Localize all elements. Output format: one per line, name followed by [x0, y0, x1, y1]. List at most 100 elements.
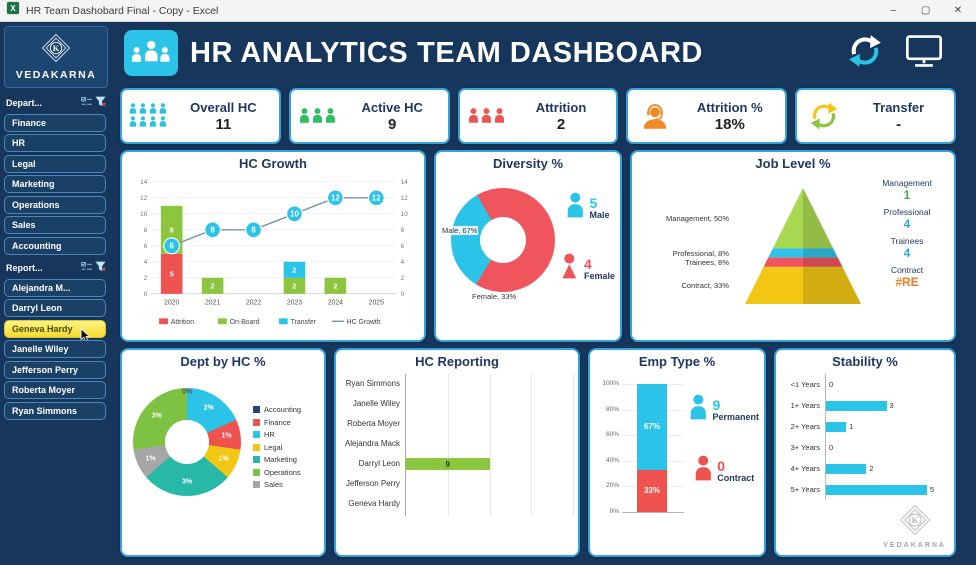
category-label: Janelle Wiley — [352, 399, 400, 408]
svg-text:0: 0 — [401, 291, 405, 298]
category-label: 5+ Years — [790, 485, 820, 494]
callout-value: 4 — [583, 255, 592, 272]
legend-swatch — [253, 431, 260, 438]
pyramid-band — [768, 248, 838, 258]
legend-label: Legal — [264, 442, 283, 452]
bar — [826, 484, 927, 495]
hc-reporting-names: Ryan Simmons Janelle Wiley Roberta Moyer Al… — [341, 374, 405, 516]
stability-row: 3+ Years 0 — [781, 437, 949, 458]
titlebar: X HR Team Dashobard Final - Copy - Excel… — [0, 0, 976, 22]
stability-row: 1+ Years 3 — [781, 395, 949, 416]
slice-label: 2% — [203, 404, 214, 412]
callout-label: Permanent — [712, 411, 759, 422]
value-label: 3 — [889, 401, 894, 410]
sidebar-item-legal[interactable]: Legal — [4, 154, 106, 173]
bar-segment — [160, 253, 183, 294]
brand-logo: K VEDAKARNA — [4, 26, 108, 88]
bar: 9 — [406, 458, 490, 470]
kpi-card-overall-hc: Overall HC 11 — [120, 88, 281, 144]
legend-label: Accounting — [264, 405, 302, 414]
bar-area: 5 — [825, 479, 949, 500]
legend-swatch — [253, 468, 260, 476]
legend-swatch — [253, 406, 260, 413]
callout-label: Male — [589, 209, 610, 220]
hc-reporting-chart: HC Reporting Ryan Simmons Janelle Wiley Ro… — [334, 348, 580, 557]
legend-swatch — [253, 456, 260, 463]
svg-text:2020: 2020 — [164, 300, 179, 307]
legend-item-operations: Operations — [253, 468, 319, 477]
kpi-value: 9 — [388, 115, 397, 133]
minimize-button[interactable]: – — [890, 5, 896, 16]
sidebar-item-hr[interactable]: HR — [4, 134, 106, 152]
pyramid-band — [772, 188, 834, 249]
svg-text:6: 6 — [170, 225, 174, 234]
person-icon — [689, 394, 708, 425]
column-segment-contract: 33% — [637, 469, 667, 512]
svg-text:6: 6 — [144, 243, 148, 250]
column-segment-permanent: 67% — [637, 384, 667, 470]
dept-legend: Accounting Finance HR Legal Marketing Operati… — [251, 372, 319, 522]
female-icon-callout: 4 Female — [560, 253, 615, 284]
kpi-value: 11 — [215, 115, 232, 133]
callout-text: 0 Contract — [717, 459, 754, 483]
sidebar-item-ryan-simmons[interactable]: Ryan Simmons — [4, 401, 106, 420]
kpi-label: Transfer — [872, 99, 925, 115]
diversity-callouts: 5 Male 4 Female — [560, 174, 615, 322]
level-value: 1 — [903, 188, 911, 202]
category-label: Ryan Simmons — [345, 379, 400, 388]
stability-rows: <1 Years 0 1+ Years 3 2+ Years 1 3+ Years 0 4+ Y… — [781, 374, 949, 500]
people-icon — [466, 107, 508, 125]
legend-label: Finance — [264, 417, 291, 427]
sidebar-item-sales[interactable]: Sales — [4, 216, 106, 234]
sidebar-item-marketing[interactable]: Marketing — [4, 175, 106, 193]
kpi-row: Overall HC 11 Active HC 9 Attrition 2 Attritio… — [120, 88, 956, 144]
clear-filter-icon[interactable] — [95, 96, 106, 109]
sidebar-item-roberta-moyer[interactable]: Roberta Moyer — [4, 381, 106, 399]
vedakarna-watermark: K VEDAKARNA — [883, 504, 946, 549]
svg-text:10: 10 — [290, 210, 299, 219]
callout-value: 5 — [589, 194, 598, 211]
close-button[interactable]: ✕ — [953, 5, 963, 16]
hc-growth-plot: 0 0 2 2 4 4 6 6 8 8 10 10 12 12 14 14 2020 5 6 2021 2 2022 202… — [140, 179, 408, 326]
sidebar-item-darryl-leon[interactable]: Darryl Leon — [4, 299, 106, 317]
legend-swatch — [253, 418, 260, 426]
sidebar-item-accounting[interactable]: Accounting — [4, 236, 106, 255]
male-icon — [566, 192, 585, 223]
gridline — [489, 374, 491, 516]
sidebar-item-operations[interactable]: Operations — [4, 195, 106, 214]
category-label: Roberta Moyer — [347, 419, 400, 428]
bar — [826, 421, 847, 432]
sidebar-item-jefferson-perry[interactable]: Jefferson Perry — [4, 360, 106, 379]
dept-donut: 0% 2% 1% 1% 3% 1% 3% — [127, 372, 251, 522]
clear-filter-icon[interactable] — [95, 261, 106, 274]
level-value: 4 — [903, 246, 911, 260]
kpi-text: Attrition % 18% — [680, 100, 779, 133]
department-slicer-title: Depart... — [6, 97, 43, 108]
sidebar-item-finance[interactable]: Finance — [4, 113, 106, 132]
sidebar-item-geneva-hardy[interactable]: Geneva Hardy — [4, 319, 106, 342]
chart-title: HC Growth — [239, 156, 307, 171]
multiselect-icon[interactable] — [81, 97, 92, 108]
pyramid-label: Management, 50% — [666, 214, 729, 223]
legend-swatch — [253, 481, 260, 488]
emp-type-callouts: 9 Permanent 0 Contract — [689, 372, 759, 524]
axis-tick: 60% — [605, 431, 619, 439]
sidebar-item-alejandra-m[interactable]: Alejandra M... — [4, 278, 106, 297]
svg-text:K: K — [911, 515, 918, 525]
sidebar-item-janelle-wiley[interactable]: Janelle Wiley — [4, 340, 106, 358]
category-label: 3+ Years — [790, 443, 820, 452]
maximize-button[interactable]: ▢ — [920, 5, 931, 16]
legend-item-sales: Sales — [253, 480, 319, 489]
line-marker — [285, 205, 303, 223]
stability-row: 4+ Years 2 — [781, 458, 949, 479]
refresh-icon[interactable] — [846, 32, 884, 75]
monitor-icon[interactable] — [904, 33, 944, 74]
bar-segment — [283, 261, 306, 278]
multiselect-icon[interactable] — [81, 262, 92, 273]
kpi-value: - — [896, 115, 902, 133]
slice-label: Male, 67% — [441, 226, 479, 235]
people-icon — [297, 107, 339, 125]
callout-label: Contract — [717, 472, 755, 483]
dashboard-header: HR ANALYTICS TEAM DASHBOARD — [120, 24, 956, 82]
